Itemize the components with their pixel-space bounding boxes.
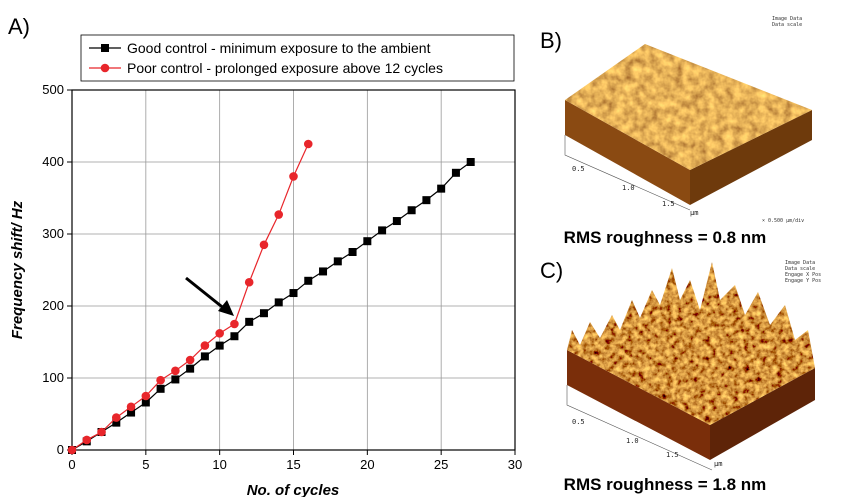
afm-info: Data scale bbox=[785, 266, 815, 272]
x-tick-label: 5 bbox=[142, 457, 149, 472]
panel-label: B) bbox=[540, 28, 562, 53]
legend-box bbox=[80, 34, 515, 82]
afm-axis bbox=[566, 385, 713, 471]
afm-side bbox=[567, 350, 710, 460]
marker bbox=[156, 375, 165, 385]
marker bbox=[230, 319, 239, 329]
x-tick-label: 30 bbox=[508, 457, 522, 472]
afm-tick: 0.5 bbox=[572, 165, 585, 173]
marker bbox=[259, 240, 269, 250]
marker bbox=[171, 375, 180, 384]
marker bbox=[215, 341, 224, 350]
marker bbox=[422, 196, 431, 205]
rms-caption: RMS roughness = 1.8 nm bbox=[564, 475, 767, 494]
afm-info: Engage Y Pos bbox=[785, 278, 821, 284]
afm-info: Image Data bbox=[785, 260, 815, 266]
marker bbox=[112, 413, 121, 422]
rms-caption: RMS roughness = 0.8 nm bbox=[564, 228, 767, 247]
marker bbox=[319, 267, 328, 276]
marker bbox=[259, 309, 268, 318]
marker bbox=[127, 408, 136, 417]
marker bbox=[245, 317, 254, 326]
marker bbox=[363, 237, 372, 246]
marker bbox=[333, 257, 342, 266]
x-tick-label: 15 bbox=[286, 457, 300, 472]
marker bbox=[392, 217, 401, 226]
legend-marker bbox=[100, 63, 110, 73]
afm-surface bbox=[567, 262, 815, 425]
legend-label: Poor control - prolonged exposure above … bbox=[127, 60, 443, 76]
marker bbox=[215, 329, 224, 338]
marker bbox=[141, 398, 150, 407]
marker bbox=[378, 226, 387, 235]
afm-info: Data scale bbox=[772, 22, 802, 28]
afm-tick: 1.0 bbox=[622, 184, 635, 192]
afm-info: Engage X Pos bbox=[785, 272, 821, 278]
afm-scale: × 0.500 µm/div bbox=[762, 218, 804, 224]
marker bbox=[303, 139, 313, 149]
marker bbox=[185, 355, 195, 365]
plot: 0 100 200 300 400 500 0 5 10 15 20 25 30 Good control… bbox=[42, 34, 522, 472]
marker bbox=[171, 366, 180, 376]
marker bbox=[230, 332, 239, 341]
marker bbox=[289, 289, 298, 298]
y-tick-label: 500 bbox=[42, 82, 64, 97]
marker bbox=[186, 364, 195, 373]
marker bbox=[126, 402, 136, 412]
x-tick-label: 25 bbox=[434, 457, 448, 472]
panel-label: C) bbox=[540, 258, 563, 283]
y-tick-label: 300 bbox=[42, 226, 64, 241]
marker bbox=[348, 248, 357, 256]
marker bbox=[274, 210, 284, 219]
afm-side bbox=[710, 368, 815, 460]
legend-label: Good control - minimum exposure to the a… bbox=[127, 40, 431, 56]
marker bbox=[274, 298, 283, 307]
afm-axis bbox=[564, 135, 691, 211]
marker bbox=[437, 184, 446, 193]
afm-side bbox=[690, 110, 812, 205]
afm-tick: 1.0 bbox=[626, 437, 639, 445]
marker bbox=[82, 435, 92, 445]
afm-tick: 1.5 bbox=[662, 200, 675, 208]
legend-marker bbox=[101, 44, 109, 52]
marker bbox=[466, 158, 475, 166]
y-tick-label: 0 bbox=[57, 442, 64, 457]
afm-tick: µm bbox=[690, 209, 698, 217]
marker bbox=[244, 277, 254, 287]
marker bbox=[97, 427, 106, 437]
x-tick-label: 0 bbox=[68, 457, 75, 472]
afm-tick: 0.5 bbox=[572, 418, 585, 426]
axes-box bbox=[71, 89, 516, 451]
marker bbox=[451, 168, 460, 177]
y-tick-label: 200 bbox=[42, 298, 64, 313]
afm-tick: 1.5 bbox=[666, 451, 679, 459]
marker bbox=[112, 418, 121, 427]
afm-side bbox=[565, 100, 690, 205]
y-tick-label: 400 bbox=[42, 154, 64, 169]
marker bbox=[407, 206, 416, 215]
marker bbox=[289, 172, 298, 181]
marker bbox=[200, 352, 209, 361]
x-axis-label: No. of cycles bbox=[247, 482, 340, 497]
marker bbox=[304, 276, 313, 285]
afm-tick: µm bbox=[714, 460, 722, 468]
series-line bbox=[71, 161, 472, 451]
x-tick-label: 20 bbox=[360, 457, 374, 472]
arrow-head bbox=[218, 300, 234, 316]
marker bbox=[141, 391, 151, 401]
y-tick-label: 100 bbox=[42, 370, 64, 385]
y-axis-label: Frequency shift/ Hz bbox=[9, 200, 26, 339]
marker bbox=[156, 384, 165, 393]
x-tick-label: 10 bbox=[212, 457, 226, 472]
afm-info: Image Data bbox=[772, 16, 802, 22]
marker bbox=[200, 341, 210, 350]
marker bbox=[67, 445, 77, 455]
panel-label: A) bbox=[8, 14, 30, 39]
annotation-arrow bbox=[185, 276, 227, 312]
afm-surface bbox=[565, 44, 812, 170]
